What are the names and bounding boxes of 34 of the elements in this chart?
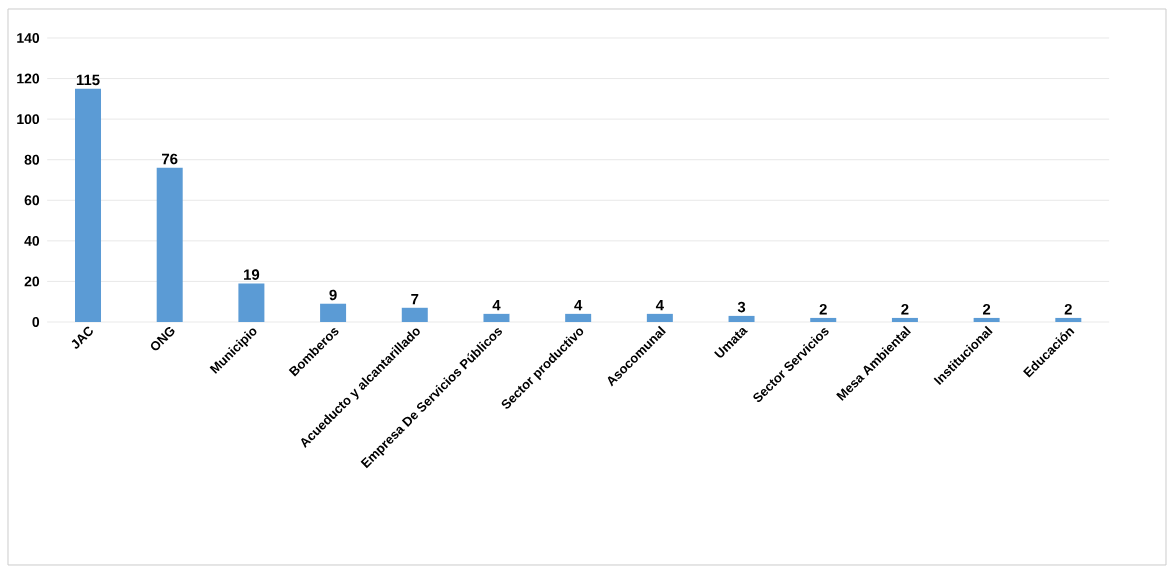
data-label: 9 [329, 289, 337, 301]
data-label: 4 [655, 300, 664, 311]
y-tick-label: 120 [17, 73, 40, 84]
bar [401, 307, 428, 322]
y-tick-label: 140 [17, 33, 40, 43]
bar [320, 303, 347, 322]
data-label: 76 [162, 153, 178, 165]
data-label: 2 [901, 303, 909, 315]
y-tick-label: 20 [24, 276, 40, 287]
bar [728, 315, 755, 322]
bar [565, 313, 592, 322]
data-label: 4 [492, 300, 501, 311]
bar [891, 317, 918, 322]
bar [810, 317, 837, 322]
data-label: 4 [574, 300, 583, 311]
bar [973, 317, 1000, 322]
y-tick-label: 100 [17, 114, 40, 125]
data-label: 7 [411, 293, 419, 305]
y-tick-label: 60 [24, 195, 40, 206]
bar [238, 283, 265, 322]
bar [75, 88, 102, 322]
y-tick-label: 80 [24, 154, 40, 165]
data-label: 19 [244, 269, 260, 280]
data-label: 2 [1064, 303, 1072, 315]
y-tick-label: 0 [32, 317, 40, 327]
y-tick-label: 40 [24, 235, 40, 246]
bar [646, 313, 673, 322]
data-label: 3 [737, 301, 746, 313]
data-label: 2 [819, 303, 827, 315]
data-label: 115 [76, 74, 100, 86]
data-label: 2 [982, 303, 991, 315]
bar [156, 167, 183, 322]
bar [1055, 317, 1082, 322]
bar [483, 313, 510, 322]
